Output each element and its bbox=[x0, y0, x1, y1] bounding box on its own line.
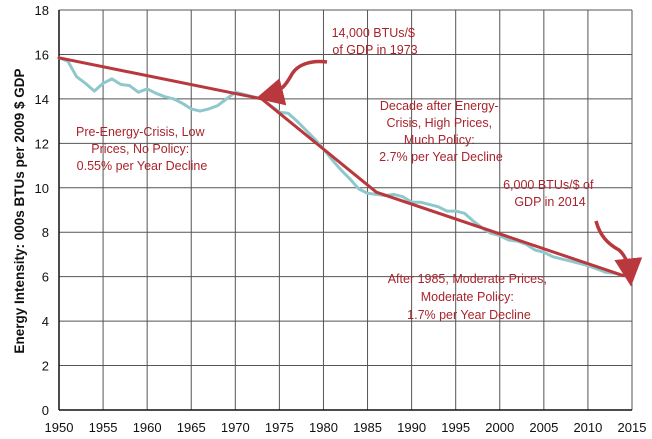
x-tick-label: 1995 bbox=[441, 420, 470, 435]
arrow-1973-icon bbox=[255, 59, 328, 106]
x-tick-label: 2005 bbox=[529, 420, 558, 435]
x-tick-label: 2015 bbox=[618, 420, 647, 435]
grid-lines bbox=[58, 9, 633, 411]
x-tick-label: 1965 bbox=[177, 420, 206, 435]
x-tick-label: 1990 bbox=[397, 420, 426, 435]
x-tick-label: 1985 bbox=[353, 420, 382, 435]
y-tick-label: 12 bbox=[35, 136, 49, 151]
y-tick-label: 8 bbox=[42, 225, 49, 240]
x-tick-label: 1970 bbox=[221, 420, 250, 435]
arrow-2014-icon bbox=[594, 220, 643, 287]
x-tick-label: 2010 bbox=[573, 420, 602, 435]
series-observed-line bbox=[57, 56, 625, 278]
y-tick-label: 2 bbox=[42, 359, 49, 374]
x-tick-label: 2000 bbox=[485, 420, 514, 435]
annotation-pre-crisis: Pre-Energy-Crisis, Low Prices, No Policy… bbox=[76, 125, 208, 173]
x-tick-label: 1975 bbox=[265, 420, 294, 435]
annotation-1973: 14,000 BTUs/$ of GDP in 1973 bbox=[332, 26, 419, 57]
y-tick-label: 14 bbox=[35, 92, 49, 107]
x-axis-ticks: 1950 1955 1960 1965 1970 1975 1980 1985 1990 1995… bbox=[45, 420, 647, 435]
x-tick-label: 1980 bbox=[309, 420, 338, 435]
annotation-2014: 6,000 BTUs/$ of GDP in 2014 bbox=[503, 178, 597, 209]
y-tick-label: 0 bbox=[42, 403, 49, 418]
y-tick-label: 10 bbox=[35, 181, 49, 196]
y-axis-ticks: 0 2 4 6 8 10 12 14 16 18 bbox=[35, 3, 49, 418]
x-tick-label: 1955 bbox=[89, 420, 118, 435]
y-tick-label: 18 bbox=[35, 3, 49, 18]
x-tick-label: 1950 bbox=[45, 420, 74, 435]
series-trend-line bbox=[57, 56, 625, 278]
y-tick-label: 4 bbox=[42, 314, 49, 329]
annotation-decade-after-crisis: Decade after Energy- Crisis, High Prices… bbox=[379, 99, 503, 164]
series-layer bbox=[57, 56, 625, 278]
annotation-after-1985: After 1985, Moderate Prices, Moderate Po… bbox=[388, 272, 551, 322]
y-tick-label: 6 bbox=[42, 270, 49, 285]
y-axis-label: Energy Intensity: 000s BTUs per 2009 $ G… bbox=[12, 68, 27, 353]
y-tick-label: 16 bbox=[35, 47, 49, 62]
x-tick-label: 1960 bbox=[133, 420, 162, 435]
